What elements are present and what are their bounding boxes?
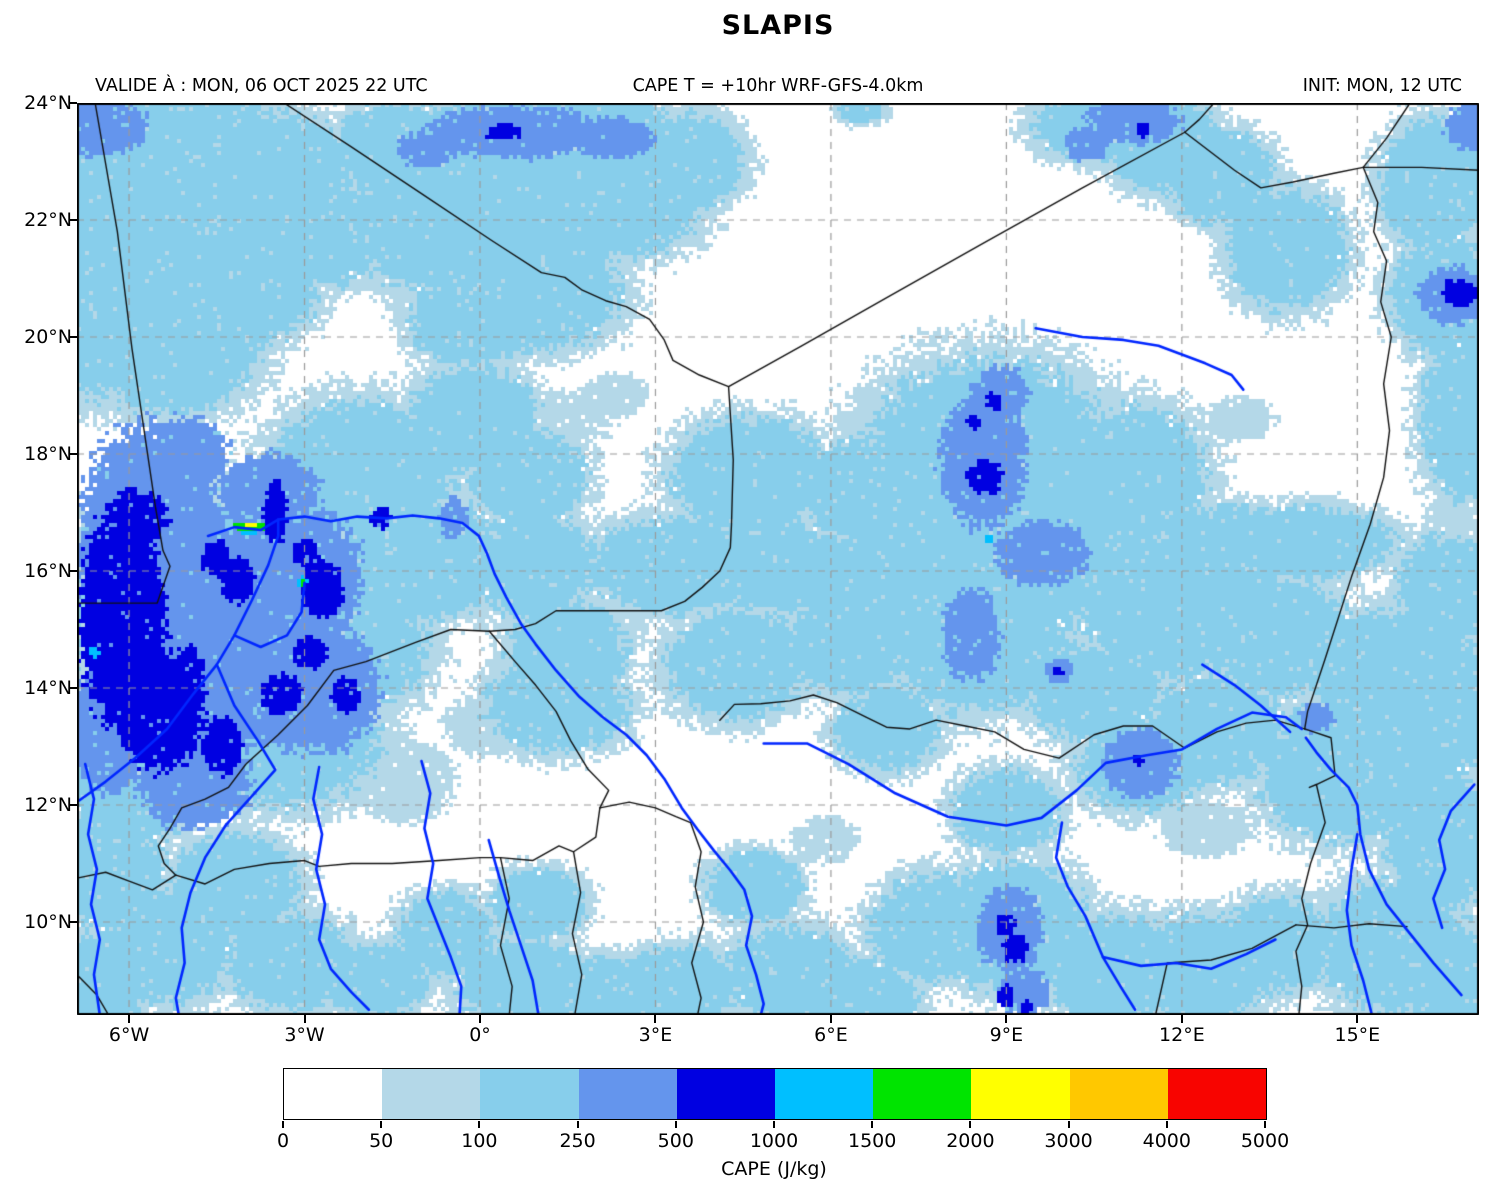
y-tick-mark <box>69 569 77 572</box>
x-tick-label: 15°E <box>1334 1024 1381 1046</box>
colorbar-tick-mark <box>1165 1121 1168 1128</box>
y-tick-mark <box>69 686 77 689</box>
x-tick-label: 3°W <box>284 1024 325 1046</box>
y-tick-mark <box>69 452 77 455</box>
colorbar-tick-mark <box>1067 1121 1070 1128</box>
y-tick-mark <box>69 102 77 104</box>
cape-field-map <box>77 103 1479 1015</box>
colorbar-tick-label: 1500 <box>848 1130 897 1152</box>
x-tick-mark <box>303 1015 306 1023</box>
x-tick-mark <box>1180 1015 1183 1023</box>
x-tick-label: 6°W <box>108 1024 150 1046</box>
y-tick-mark <box>69 920 77 923</box>
y-tick-label: 14°N <box>24 676 72 699</box>
y-tick-mark <box>69 803 77 806</box>
colorbar-segment <box>1167 1069 1267 1119</box>
init-time-label: INIT: MON, 12 UTC <box>1302 76 1462 96</box>
x-tick-mark <box>654 1015 657 1023</box>
colorbar-segment <box>873 1069 972 1119</box>
colorbar-axis-label: CAPE (J/kg) <box>721 1158 827 1180</box>
colorbar-tick-label: 4000 <box>1142 1130 1191 1152</box>
colorbar-tick-label: 50 <box>369 1130 394 1152</box>
colorbar-tick-label: 0 <box>276 1130 290 1152</box>
colorbar-tick-label: 3000 <box>1044 1130 1093 1152</box>
colorbar-tick-mark <box>478 1121 481 1128</box>
y-tick-label: 20°N <box>24 325 72 348</box>
y-tick-label: 16°N <box>24 559 72 582</box>
colorbar-segment <box>578 1069 677 1119</box>
colorbar-segment <box>1069 1069 1168 1119</box>
y-tick-label: 12°N <box>24 793 72 816</box>
colorbar-tick-label: 500 <box>657 1130 694 1152</box>
y-tick-mark <box>69 218 77 221</box>
page-title: SLAPIS <box>721 10 835 41</box>
x-tick-label: 6°E <box>814 1024 848 1046</box>
colorbar-tick-mark <box>380 1121 383 1128</box>
colorbar-tick-label: 250 <box>559 1130 596 1152</box>
colorbar-segment <box>284 1069 383 1119</box>
x-tick-label: 0° <box>469 1024 491 1046</box>
map-plot-area <box>77 103 1479 1015</box>
x-tick-mark <box>1005 1015 1008 1023</box>
x-tick-mark <box>1356 1015 1359 1023</box>
y-tick-label: 22°N <box>24 208 72 231</box>
colorbar <box>283 1068 1267 1120</box>
colorbar-tick-mark <box>674 1121 677 1128</box>
colorbar-tick-mark <box>871 1121 874 1128</box>
x-tick-label: 12°E <box>1159 1024 1205 1046</box>
colorbar-segment <box>480 1069 579 1119</box>
x-tick-mark <box>128 1015 131 1023</box>
y-tick-mark <box>69 335 77 338</box>
variable-model-label: CAPE T = +10hr WRF-GFS-4.0km <box>632 76 924 96</box>
x-tick-mark <box>478 1015 481 1023</box>
colorbar-tick-label: 2000 <box>946 1130 995 1152</box>
x-tick-mark <box>829 1015 832 1023</box>
colorbar-tick-mark <box>1264 1121 1266 1128</box>
y-tick-label: 10°N <box>24 910 72 933</box>
colorbar-tick-mark <box>773 1121 775 1128</box>
colorbar-segment <box>775 1069 874 1119</box>
colorbar-segment <box>971 1069 1070 1119</box>
colorbar-tick-label: 5000 <box>1240 1130 1290 1152</box>
colorbar-tick-label: 1000 <box>749 1130 799 1152</box>
colorbar-segment <box>676 1069 776 1119</box>
valid-time-label: VALIDE À : MON, 06 OCT 2025 22 UTC <box>95 76 428 96</box>
colorbar-tick-label: 100 <box>461 1130 498 1152</box>
x-tick-label: 9°E <box>989 1024 1024 1046</box>
y-tick-label: 18°N <box>24 442 72 465</box>
colorbar-tick-mark <box>282 1121 284 1128</box>
colorbar-tick-mark <box>576 1121 579 1128</box>
y-tick-label: 24°N <box>24 92 72 114</box>
colorbar-segment <box>382 1069 481 1119</box>
x-tick-label: 3°E <box>638 1024 673 1046</box>
colorbar-tick-mark <box>969 1121 972 1128</box>
